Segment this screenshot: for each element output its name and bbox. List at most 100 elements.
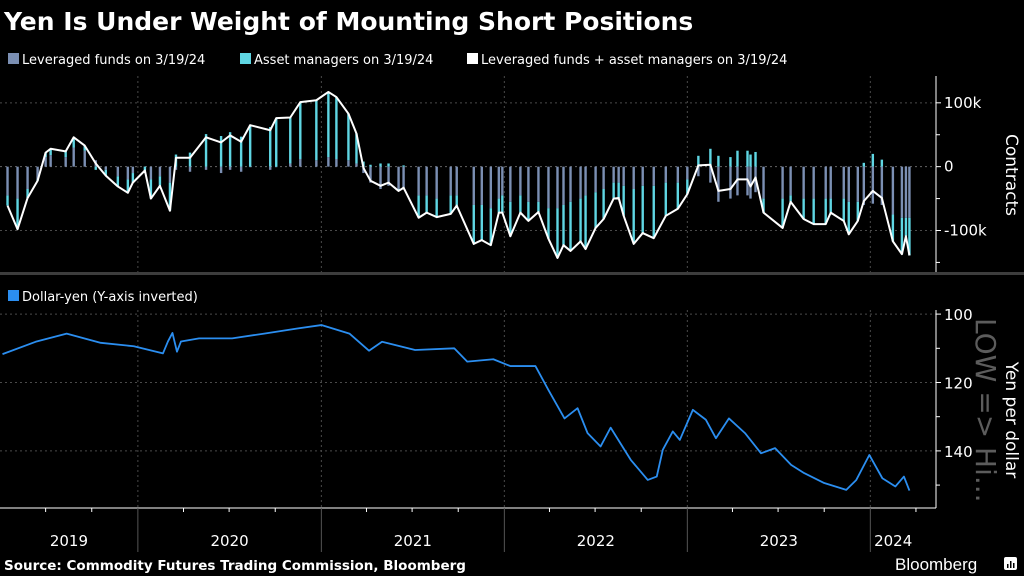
asset-manager-bar: [501, 195, 504, 213]
leveraged-bar: [824, 166, 827, 199]
asset-manager-bar: [622, 185, 625, 216]
legend-label-asset: Asset managers on 3/19/24: [254, 53, 433, 68]
leveraged-bar: [289, 163, 292, 167]
leveraged-bar: [664, 166, 667, 183]
x-axis: 2019 2020 2021 2022 2023 2024: [0, 507, 936, 552]
leveraged-bar: [781, 166, 784, 199]
asset-manager-bar: [425, 195, 428, 213]
leveraged-bar: [228, 166, 232, 170]
leveraged-bar: [579, 166, 582, 199]
leveraged-bar: [709, 166, 712, 183]
leveraged-bar: [397, 166, 400, 190]
asset-manager-bar: [519, 195, 522, 213]
leveraged-bar: [158, 166, 162, 177]
asset-manager-bar: [26, 189, 29, 198]
leveraged-bar: [904, 166, 908, 218]
leveraged-bar: [425, 166, 428, 196]
asset-manager-bar: [94, 166, 97, 170]
asset-manager-bar: [269, 127, 272, 167]
legend-label-total: Leveraged funds + asset managers on 3/19…: [481, 53, 787, 68]
asset-manager-bar: [116, 176, 120, 187]
asset-manager-bar: [49, 148, 52, 156]
asset-manager-bar: [83, 145, 86, 151]
leveraged-bar: [871, 166, 875, 204]
asset-manager-bar: [562, 204, 565, 246]
source-note: Source: Commodity Futures Trading Commis…: [4, 558, 466, 574]
y-tick-label: 120: [944, 374, 973, 392]
dollar-yen-panel: 100 120 140: [0, 306, 973, 508]
leveraged-bar: [501, 166, 504, 196]
asset-manager-bar: [327, 91, 330, 158]
leveraged-bar: [547, 166, 550, 209]
leveraged-bar: [686, 166, 689, 180]
asset-manager-bar: [188, 152, 192, 167]
asset-manager-bar: [228, 132, 232, 167]
asset-manager-bar: [842, 198, 845, 221]
asset-manager-bar: [746, 150, 749, 167]
asset-manager-bar: [435, 198, 438, 218]
asset-manager-bar: [335, 97, 338, 159]
asset-manager-bar: [6, 195, 9, 206]
asset-manager-bar: [762, 198, 765, 213]
leveraged-bar: [275, 166, 278, 168]
leveraged-bar: [36, 166, 39, 180]
leveraged-bar: [556, 166, 559, 209]
leveraged-bar: [497, 166, 501, 199]
overlay-annotation: LOW => Hi...: [969, 318, 1002, 503]
leveraged-bar: [402, 166, 405, 190]
asset-manager-bar: [789, 195, 792, 202]
asset-manager-bar: [527, 201, 530, 221]
leveraged-bar: [149, 166, 153, 180]
asset-manager-bar: [480, 204, 483, 241]
leveraged-bar: [480, 166, 483, 205]
x-tick-label: 2024: [874, 532, 912, 550]
leveraged-bar: [900, 166, 904, 218]
leveraged-bar: [569, 166, 572, 202]
asset-manager-bar: [315, 100, 318, 161]
legend-swatch-yen: [8, 290, 19, 301]
asset-manager-bar: [632, 189, 635, 244]
legend-label-leveraged: Leveraged funds on 3/19/24: [22, 53, 205, 68]
asset-manager-bar: [489, 208, 493, 246]
bloomberg-logo-icon: [1004, 557, 1017, 570]
asset-manager-bar: [856, 201, 859, 221]
leveraged-bar: [387, 166, 390, 186]
asset-manager-bar: [204, 134, 208, 167]
leveraged-bar: [126, 166, 130, 180]
leveraged-bar: [219, 166, 223, 174]
leveraged-bar: [489, 166, 493, 209]
y-tick-label: -100k: [944, 222, 987, 240]
asset-manager-bar: [402, 165, 405, 167]
leveraged-bar: [116, 166, 120, 177]
asset-manager-bar: [802, 198, 805, 220]
leveraged-bar: [6, 166, 9, 196]
leveraged-bar: [455, 166, 458, 196]
asset-manager-bar: [824, 198, 827, 225]
asset-manager-bar: [455, 195, 458, 206]
bloomberg-logo: Bloomberg: [895, 555, 1017, 574]
asset-manager-bar: [168, 182, 172, 211]
bottom-legend: Dollar-yen (Y-axis inverted): [8, 290, 198, 305]
chart-title: Yen Is Under Weight of Mounting Short Po…: [3, 7, 693, 36]
leveraged-bar: [26, 166, 29, 190]
y-tick-label: 100: [944, 306, 973, 324]
asset-manager-bar: [472, 204, 475, 244]
legend-swatch-total: [467, 53, 478, 64]
leveraged-bar: [880, 166, 884, 205]
asset-manager-bar: [697, 155, 700, 167]
asset-manager-bar: [537, 201, 540, 212]
asset-manager-bar: [729, 157, 732, 167]
leveraged-bar: [717, 166, 720, 202]
leveraged-bar: [862, 166, 866, 205]
asset-manager-bar: [149, 179, 153, 199]
leveraged-bar: [584, 166, 587, 196]
leveraged-bar: [509, 166, 512, 202]
leveraged-bar: [594, 166, 597, 193]
asset-manager-bar: [158, 176, 162, 186]
asset-manager-bar: [829, 198, 832, 213]
asset-manager-bar: [299, 102, 302, 159]
leveraged-bar: [562, 166, 565, 205]
asset-manager-bar: [72, 137, 75, 148]
leveraged-bar: [64, 157, 67, 167]
